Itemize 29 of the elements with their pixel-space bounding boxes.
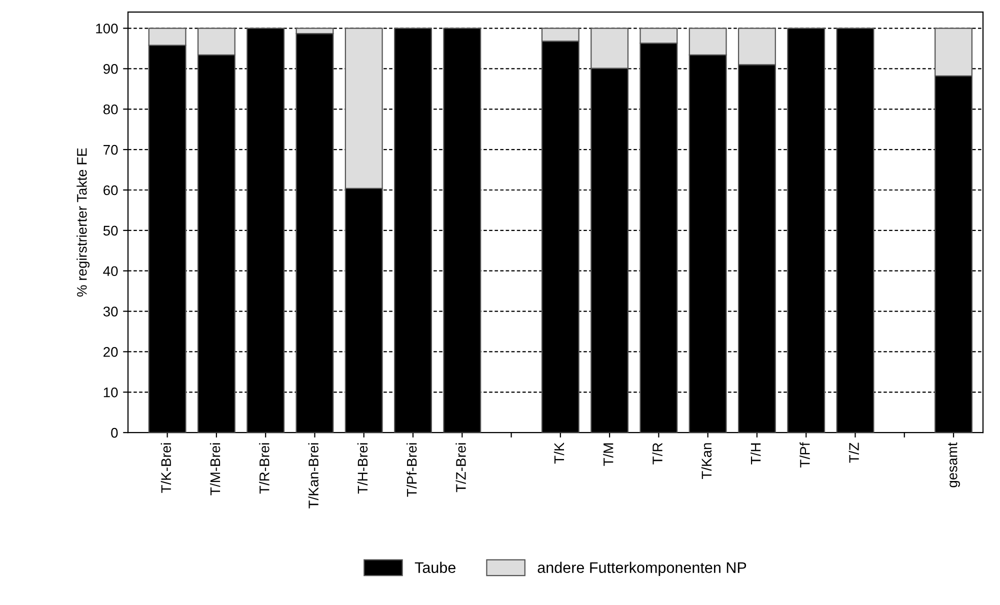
x-tick-label: T/H-Brei bbox=[357, 443, 368, 494]
x-tick-label: T/Z-Brei bbox=[456, 443, 466, 492]
x-tick-label: T/Pf bbox=[800, 442, 810, 468]
x-tick-label: T/Pf-Brei bbox=[406, 443, 417, 497]
x-tick-label: T/K-Brei bbox=[160, 443, 172, 493]
y-tick-label: 100 bbox=[96, 24, 118, 34]
x-tick-label: T/Kan-Brei bbox=[308, 443, 318, 508]
y-tick-label: 10 bbox=[104, 387, 118, 398]
x-tick-label: gesamt bbox=[948, 442, 960, 488]
x-tick-label: T/Kan bbox=[701, 443, 712, 480]
legend-label: andere Futterkomponenten NP bbox=[538, 562, 746, 576]
y-tick-label: 20 bbox=[104, 347, 118, 357]
x-tick-label: T/M bbox=[603, 443, 614, 466]
legend-label: Taube bbox=[414, 562, 456, 573]
x-tick-label: T/H bbox=[750, 443, 761, 464]
y-tick-label: 50 bbox=[103, 226, 118, 236]
y-tick-label: 90 bbox=[103, 64, 118, 74]
y-tick-label: 0 bbox=[111, 428, 118, 438]
x-tick-label: T/M-Brei bbox=[210, 443, 220, 496]
x-tick-label: T/R bbox=[652, 442, 662, 464]
x-tick-label: T/R-Brei bbox=[259, 443, 270, 494]
y-tick-label: 30 bbox=[103, 306, 118, 316]
y-tick-label: 40 bbox=[103, 266, 118, 276]
y-tick-label: 80 bbox=[103, 104, 118, 114]
y-tick-label: 60 bbox=[104, 185, 118, 196]
y-tick-label: 70 bbox=[104, 144, 118, 155]
x-tick-label: T/Z bbox=[848, 442, 859, 463]
y-axis-title: % regirstrierter Takte FE bbox=[76, 148, 90, 297]
x-tick-label: T/K bbox=[554, 442, 564, 464]
